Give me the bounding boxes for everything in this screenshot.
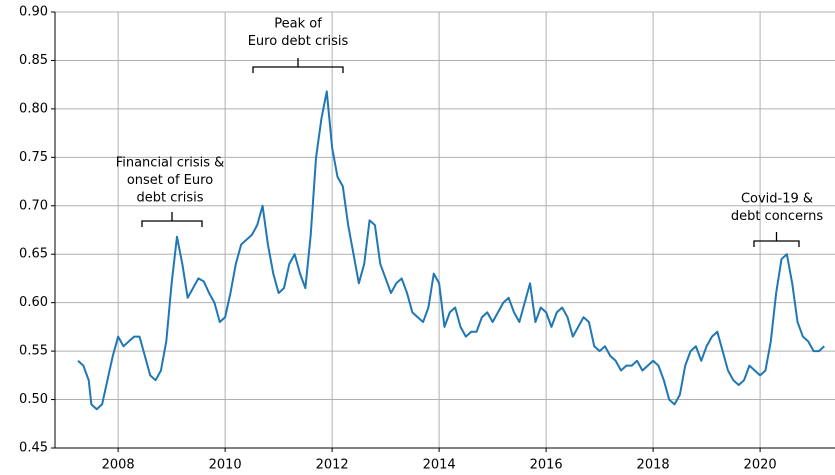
annotation-text: Euro debt crisis	[248, 34, 349, 49]
annotation-bracket	[753, 232, 800, 247]
y-tick-label: 0.60	[19, 295, 48, 310]
y-tick-label: 0.65	[19, 247, 48, 262]
y-tick-label: 0.90	[19, 5, 48, 20]
x-tick-label: 2014	[423, 458, 456, 473]
x-tick-label: 2016	[530, 458, 563, 473]
data-line	[77, 90, 825, 411]
annotation-text: debt concerns	[731, 209, 824, 224]
y-tick-label: 0.75	[19, 150, 48, 165]
y-tick-label: 0.85	[19, 53, 48, 68]
annotation-text: onset of Euro	[127, 173, 213, 188]
y-tick-label: 0.55	[19, 344, 48, 359]
x-tick-label: 2008	[102, 458, 135, 473]
y-tick-label: 0.45	[19, 441, 48, 456]
annotation-text: debt crisis	[137, 191, 204, 206]
annotation-bracket	[141, 212, 203, 227]
x-tick-label: 2010	[209, 458, 242, 473]
y-tick-label: 0.50	[19, 392, 48, 407]
y-tick-label: 0.80	[19, 101, 48, 116]
x-tick-label: 2012	[316, 458, 349, 473]
annotation-text: Peak of	[274, 17, 322, 32]
x-tick-label: 2020	[744, 458, 777, 473]
y-tick-label: 0.70	[19, 198, 48, 213]
x-tick-label: 2018	[637, 458, 670, 473]
annotation-text: Covid-19 &	[741, 192, 813, 207]
annotation-text: Financial crisis &	[116, 156, 225, 171]
annotation-bracket	[252, 58, 344, 73]
